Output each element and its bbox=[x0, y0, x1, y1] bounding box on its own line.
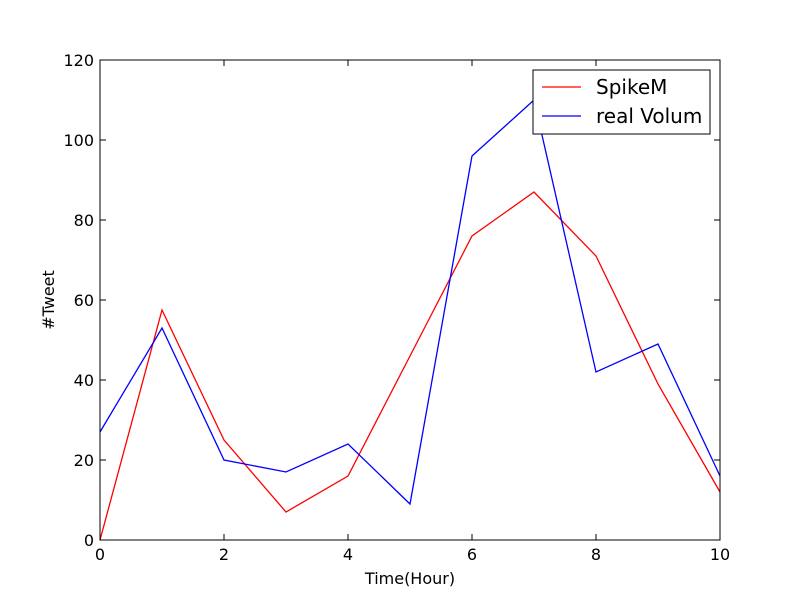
x-tick-label: 4 bbox=[343, 545, 353, 564]
y-tick-label: 20 bbox=[74, 451, 94, 470]
y-tick-label: 60 bbox=[74, 291, 94, 310]
legend-label: real Volum bbox=[596, 104, 702, 128]
y-axis-label: #Tweet bbox=[39, 270, 58, 330]
series-layer bbox=[99, 98, 721, 541]
legend: SpikeM real Volum bbox=[532, 69, 711, 135]
x-tick-label: 8 bbox=[591, 545, 601, 564]
x-axis-label: Time(Hour) bbox=[364, 569, 455, 588]
y-tick-label: 120 bbox=[63, 51, 94, 70]
legend-box bbox=[532, 69, 711, 135]
x-tick-label: 6 bbox=[467, 545, 477, 564]
x-tick-label: 2 bbox=[219, 545, 229, 564]
legend-label: SpikeM bbox=[596, 75, 667, 99]
y-tick-label: 40 bbox=[74, 371, 94, 390]
series-line-spikem bbox=[99, 191, 721, 541]
series-line-real-volum bbox=[99, 98, 721, 506]
y-tick-label: 80 bbox=[74, 211, 94, 230]
x-tick-label: 0 bbox=[95, 545, 105, 564]
y-tick-label: 0 bbox=[84, 531, 94, 550]
y-tick-label: 100 bbox=[63, 131, 94, 150]
x-tick-label: 10 bbox=[710, 545, 730, 564]
